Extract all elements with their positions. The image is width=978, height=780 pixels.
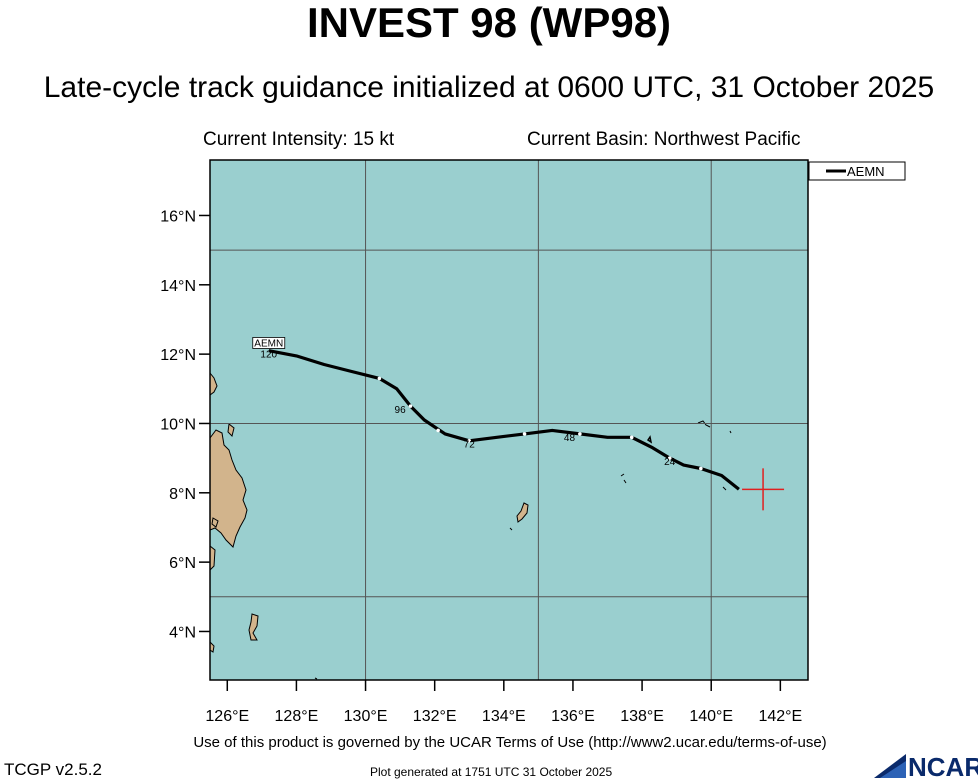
terms-of-use: Use of this product is governed by the U… xyxy=(193,734,827,751)
forecast-hour-label: 96 xyxy=(395,405,407,416)
lon-tick-label: 142°E xyxy=(758,708,802,725)
page-subtitle: Late-cycle track guidance initialized at… xyxy=(43,71,935,104)
page-title: INVEST 98 (WP98) xyxy=(306,0,672,46)
land-small-island xyxy=(729,430,732,434)
ocean-background xyxy=(210,160,808,680)
lat-tick-label: 12°N xyxy=(160,347,196,364)
lon-tick-label: 138°E xyxy=(620,708,664,725)
map-axes: 4°N 6°N 8°N 10°N 12°N 14°N 16°N 126°E 128°E 130°E… xyxy=(160,208,802,725)
lon-tick-label: 134°E xyxy=(482,708,526,725)
land-philippines-mindanao xyxy=(209,429,248,548)
current-basin-label: Current Basin: Northwest Pacific xyxy=(527,129,801,150)
lon-tick-label: 128°E xyxy=(275,708,319,725)
ncar-logo-mark-highlight xyxy=(880,761,906,778)
lat-tick-label: 6°N xyxy=(169,555,196,572)
land-small-island xyxy=(211,517,219,528)
forecast-point xyxy=(436,428,440,433)
land-palau xyxy=(516,502,529,523)
lon-tick-label: 136°E xyxy=(551,708,595,725)
land-small-island xyxy=(314,677,318,680)
land-small-island xyxy=(646,435,653,444)
lon-tick-label: 140°E xyxy=(689,708,733,725)
forecast-hour-label: 48 xyxy=(564,433,576,444)
track-end-label-box xyxy=(252,337,286,349)
forecast-point xyxy=(467,439,472,443)
forecast-point xyxy=(408,404,413,408)
forecast-hour-label: 120 xyxy=(260,350,277,361)
forecast-point xyxy=(578,432,582,436)
lat-tick-label: 14°N xyxy=(160,278,196,295)
forecast-point xyxy=(667,456,672,460)
ncar-logo: NCAR xyxy=(874,752,978,779)
land-small-island xyxy=(722,486,727,491)
lon-tick-label: 130°E xyxy=(344,708,388,725)
lon-tick-label: 126°E xyxy=(205,708,249,725)
track-line-aemn xyxy=(268,349,740,491)
forecast-hour-label: 24 xyxy=(664,457,676,468)
generated-timestamp: Plot generated at 1751 UTC 31 October 20… xyxy=(370,765,613,779)
lat-tick-label: 4°N xyxy=(169,624,196,641)
forecast-hour-label: 72 xyxy=(464,440,476,451)
lon-tick-label: 132°E xyxy=(413,708,457,725)
land-small-island xyxy=(620,473,627,484)
map-frame xyxy=(209,159,809,681)
legend-box xyxy=(808,161,906,181)
track-end-label: AEMN xyxy=(254,338,283,349)
forecast-point xyxy=(699,466,703,471)
forecast-point xyxy=(629,435,634,440)
forecast-point xyxy=(377,376,382,381)
legend-label: AEMN xyxy=(847,164,885,179)
current-intensity-label: Current Intensity: 15 kt xyxy=(203,129,395,150)
forecast-point xyxy=(522,432,527,436)
ncar-logo-text: NCAR xyxy=(908,752,978,779)
lat-tick-label: 16°N xyxy=(160,208,196,225)
lat-tick-label: 8°N xyxy=(169,486,196,503)
land-small-island xyxy=(227,423,235,437)
legend: AEMN xyxy=(808,161,906,181)
lat-tick-label: 10°N xyxy=(160,416,196,433)
land-small-island xyxy=(509,527,513,531)
version-label: TCGP v2.5.2 xyxy=(4,760,102,779)
land-small-island xyxy=(248,613,259,641)
map-grid xyxy=(210,160,808,680)
